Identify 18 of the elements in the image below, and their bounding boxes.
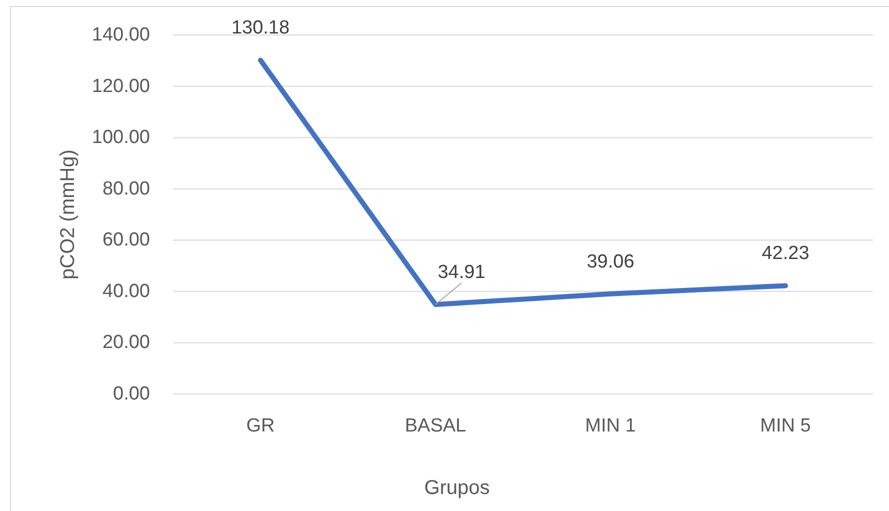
data-label: 39.06 xyxy=(586,251,634,272)
data-label: 42.23 xyxy=(762,243,810,264)
y-tick-label: 40.00 xyxy=(102,280,150,302)
y-axis-title: pCO2 (mmHg) xyxy=(57,149,79,280)
y-tick-label: 80.00 xyxy=(102,178,150,200)
y-tick-label: 20.00 xyxy=(102,332,150,354)
y-tick-label: 140.00 xyxy=(92,24,150,46)
x-tick-label: MIN 5 xyxy=(760,416,811,436)
data-label: 130.18 xyxy=(231,18,290,39)
x-tick-label: MIN 1 xyxy=(585,416,636,436)
y-tick-label: 0.00 xyxy=(113,384,150,404)
y-tick-label: 60.00 xyxy=(102,230,150,251)
x-tick-label: BASAL xyxy=(404,416,466,436)
y-tick-label: 100.00 xyxy=(92,127,150,148)
y-tick-label: 120.00 xyxy=(92,76,150,97)
data-label: 34.91 xyxy=(438,262,486,283)
x-tick-label: GR xyxy=(246,416,275,436)
x-axis-title: Grupos xyxy=(424,477,490,499)
